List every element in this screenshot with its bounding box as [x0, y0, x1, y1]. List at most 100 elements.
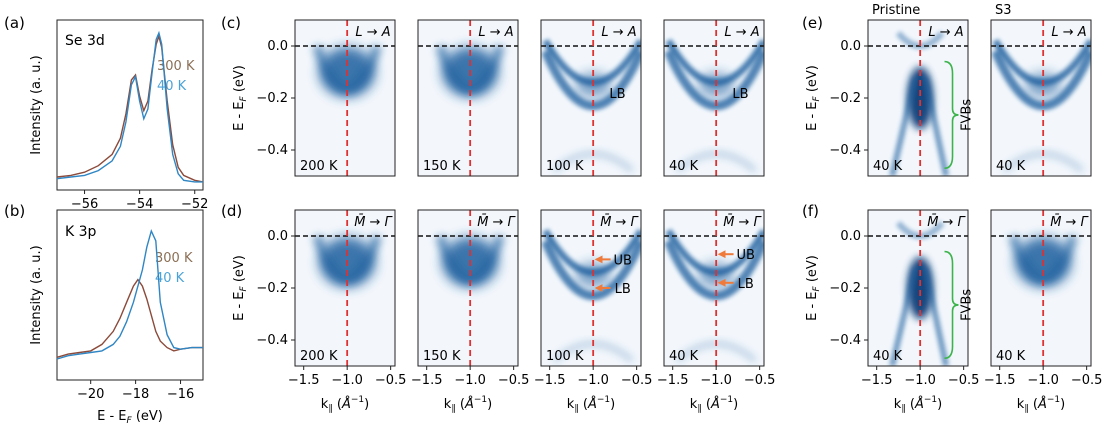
chart-b-ylabel: Intensity (a. u.) — [29, 245, 44, 344]
xtick-label: −0.5 — [375, 373, 407, 388]
chart-a-title: Se 3d — [65, 33, 105, 49]
chart-a: Se 3d 300 K 40 K −56 −54 −52 Intensity (a.… — [29, 19, 208, 212]
chart-b-legend-cold: 40 K — [155, 271, 185, 286]
direction-label: M̄ → Γ̄ — [354, 215, 393, 230]
direction-label: L → A — [1051, 25, 1086, 40]
map-xlabel: k∥ (Å−1) — [1017, 395, 1066, 414]
ytick-label: −0.2 — [256, 91, 288, 106]
map-frame — [540, 19, 642, 177]
ytick-label: 0.0 — [267, 229, 288, 244]
temperature-label: 40 K — [996, 349, 1026, 364]
chart-a-legend-cold: 40 K — [157, 79, 187, 94]
arpes-panel: M̄ → Γ̄ 40 K — [990, 209, 1092, 367]
arpes-panel: M̄ → Γ̄ 100 K UB LB — [540, 209, 642, 367]
chart-a-xtick-label: −56 — [71, 197, 98, 212]
map-haze — [418, 20, 518, 176]
map-xlabel: k∥ (Å−1) — [690, 395, 739, 414]
arpes-panel: M̄ → Γ̄ 40 K UB LB — [663, 209, 765, 367]
panel-label-d: (d) — [221, 202, 242, 220]
map-yaxis: 0.0 −0.2 −0.4 E - EF (eV) — [805, 229, 868, 348]
map-frame — [990, 19, 1092, 177]
sample-label: Pristine — [872, 3, 920, 18]
arpes-panel: M̄ → Γ̄ 150 K — [417, 209, 519, 367]
temperature-label: 40 K — [873, 159, 903, 174]
band-curve — [435, 44, 506, 94]
arpes-panel: L → A 40 K FVBs Pristine — [867, 3, 975, 177]
direction-label: M̄ → Γ̄ — [1050, 215, 1089, 230]
ytick-label: −0.2 — [256, 281, 288, 296]
chart-a-xtick-label: −52 — [181, 197, 208, 212]
xtick-label: −1.0 — [904, 373, 936, 388]
chart-a-frame — [56, 19, 204, 191]
map-xaxis: −1.5 −1.0 −0.5 k∥ (Å−1) — [411, 366, 530, 414]
map-haze — [295, 20, 395, 176]
band-branch-right — [922, 266, 950, 366]
map-xlabel: k∥ (Å−1) — [444, 395, 493, 414]
direction-label: L → A — [601, 25, 636, 40]
direction-label: L → A — [478, 25, 513, 40]
xtick-label: −1.5 — [288, 373, 320, 388]
map-intensity — [991, 20, 1091, 176]
map-intensity — [991, 210, 1091, 366]
map-yaxis: 0.0 −0.2 −0.4 E - EF (eV) — [232, 39, 295, 158]
map-haze — [991, 210, 1091, 366]
chart-a-xtick-label: −54 — [126, 197, 153, 212]
temperature-label: 150 K — [423, 159, 461, 174]
sample-label: S3 — [995, 3, 1012, 18]
xtick-label: −1.0 — [700, 373, 732, 388]
xtick-label: −0.5 — [948, 373, 980, 388]
map-xaxis: −1.5 −1.0 −0.5 k∥ (Å−1) — [861, 366, 980, 414]
xtick-label: −1.5 — [861, 373, 893, 388]
xtick-label: −0.5 — [498, 373, 530, 388]
ytick-label: 0.0 — [840, 229, 861, 244]
map-ylabel: E - EF (eV) — [805, 255, 822, 321]
map-intensity — [664, 20, 764, 176]
chart-a-ylabel: Intensity (a. u.) — [29, 55, 44, 154]
band-branch-left — [889, 266, 919, 366]
xtick-label: −1.0 — [454, 373, 486, 388]
map-yaxis: 0.0 −0.2 −0.4 E - EF (eV) — [232, 229, 295, 348]
chart-b-line-40K — [56, 228, 203, 360]
fvb-label: FVBs — [960, 99, 975, 131]
temperature-label: 100 K — [546, 159, 584, 174]
panel-label-b: (b) — [4, 202, 25, 220]
ytick-label: −0.4 — [256, 333, 288, 348]
ytick-label: 0.0 — [840, 39, 861, 54]
map-frame — [417, 19, 519, 177]
ytick-label: −0.4 — [829, 143, 861, 158]
panel-label-f: (f) — [802, 202, 819, 220]
chart-a-legend-hot: 300 K — [157, 59, 195, 74]
map-intensity — [418, 20, 518, 176]
temperature-label: 200 K — [300, 159, 338, 174]
chart-b-xticks: −20 −18 −16 — [77, 380, 194, 402]
chart-b-xtick-label: −16 — [167, 387, 194, 402]
direction-label: M̄ → Γ̄ — [600, 215, 639, 230]
temperature-label: 40 K — [669, 349, 699, 364]
temperature-label: 40 K — [996, 159, 1026, 174]
map-frame — [990, 209, 1092, 367]
band-curve — [435, 234, 506, 284]
map-xaxis: −1.5 −1.0 −0.5 k∥ (Å−1) — [657, 366, 776, 414]
chart-b: K 3p 300 K 40 K −20 −18 −16 Intensity (a. … — [29, 209, 204, 426]
xtick-label: −0.5 — [744, 373, 776, 388]
arpes-panel: L → A 150 K — [417, 19, 519, 177]
temperature-label: 150 K — [423, 349, 461, 364]
map-ylabel: E - EF (eV) — [232, 255, 249, 321]
arpes-panel: L → A 200 K — [294, 19, 396, 177]
temperature-label: 40 K — [669, 159, 699, 174]
arpes-panel: M̄ → Γ̄ 200 K — [294, 209, 396, 367]
arpes-panel: L → A 40 K S3 — [990, 3, 1092, 177]
ytick-label: 0.0 — [267, 39, 288, 54]
xtick-label: −1.0 — [1027, 373, 1059, 388]
ytick-label: −0.4 — [829, 333, 861, 348]
xtick-label: −1.0 — [331, 373, 363, 388]
panel-label-a: (a) — [4, 14, 25, 32]
direction-label: M̄ → Γ̄ — [927, 215, 966, 230]
arpes-maps: L → A 200 K 0.0 −0.2 −0.4 E - EF (eV) L → A 150… — [232, 3, 1102, 414]
map-xaxis: −1.5 −1.0 −0.5 k∥ (Å−1) — [534, 366, 652, 414]
map-intensity — [541, 20, 641, 176]
chart-b-title: K 3p — [65, 224, 97, 240]
map-frame — [663, 19, 765, 177]
map-yaxis: 0.0 −0.2 −0.4 E - EF (eV) — [805, 39, 868, 158]
map-intensity — [295, 20, 395, 176]
